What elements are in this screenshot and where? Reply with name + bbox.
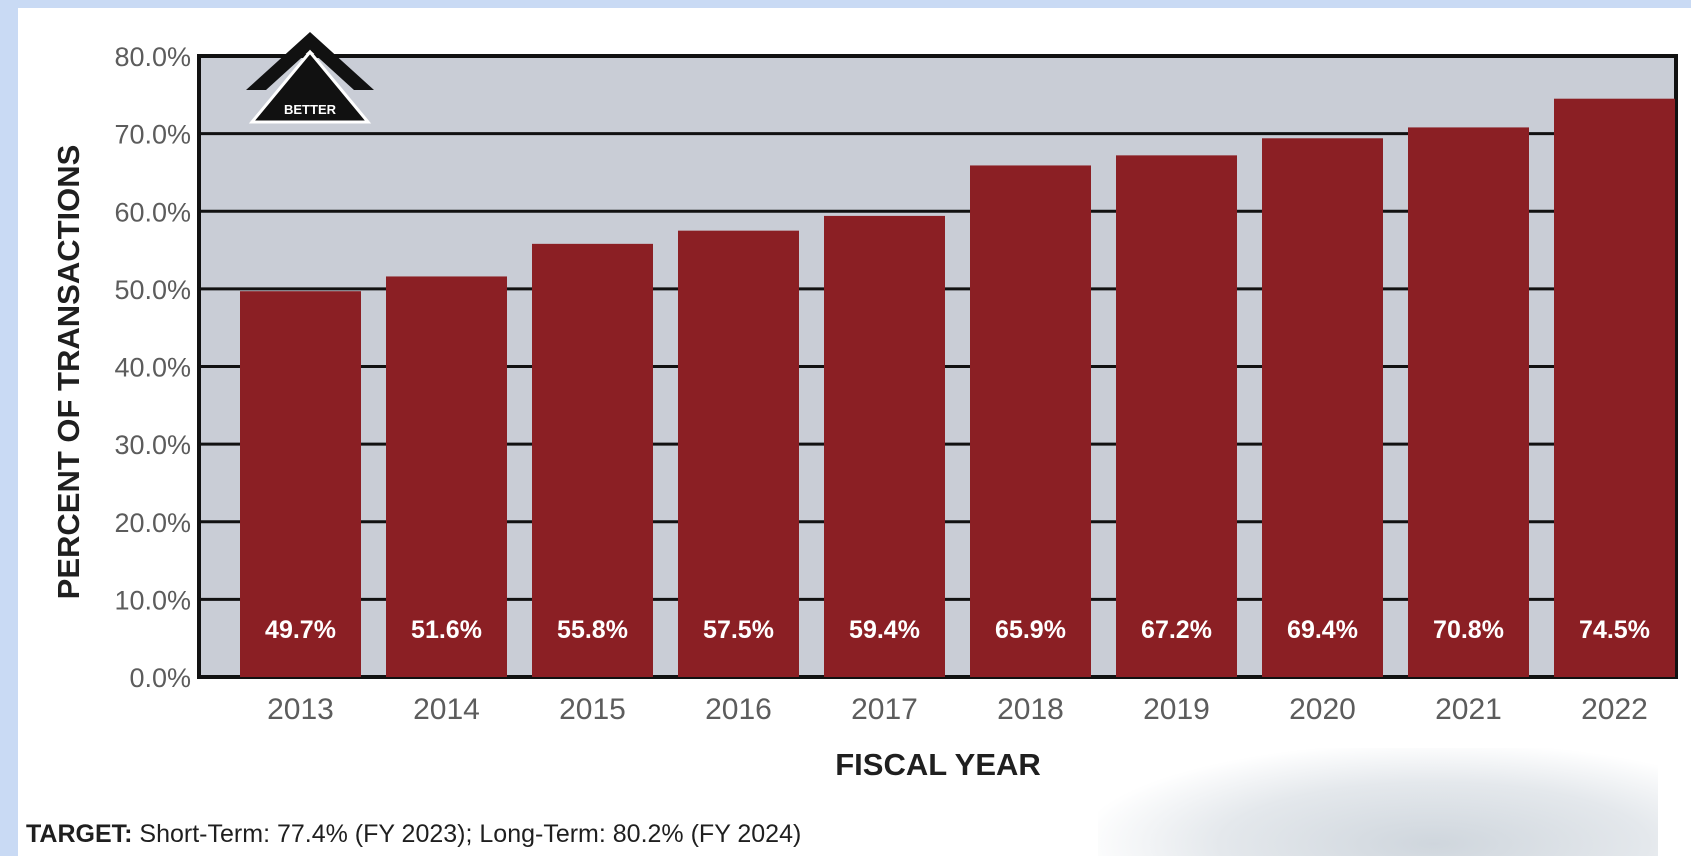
bar — [678, 230, 799, 677]
x-tick-label: 2018 — [997, 693, 1064, 726]
bar-value-label: 59.4% — [849, 616, 920, 644]
y-tick-label: 70.0% — [114, 120, 191, 150]
bar — [532, 243, 653, 678]
bar — [1116, 155, 1237, 678]
y-tick-label: 0.0% — [129, 663, 191, 693]
x-tick-label: 2013 — [267, 693, 334, 726]
bars: 49.7% 51.6% 55.8% 57.5% 59.4% 65.9% 67.2% 69.4%… — [240, 98, 1675, 678]
bar-value-label: 49.7% — [265, 616, 336, 644]
bar — [1554, 98, 1675, 678]
x-axis-title: FISCAL YEAR — [835, 747, 1041, 782]
bar-chart: 49.7% 51.6% 55.8% 57.5% 59.4% 65.9% 67.2% 69.4%… — [51, 32, 1678, 782]
y-axis-title: PERCENT OF TRANSACTIONS — [51, 145, 86, 600]
y-tick-label: 50.0% — [114, 275, 191, 305]
bar — [970, 165, 1091, 678]
bar-value-label: 74.5% — [1579, 616, 1650, 644]
x-tick-label: 2022 — [1581, 693, 1648, 726]
bar-value-label: 57.5% — [703, 616, 774, 644]
y-tick-label: 60.0% — [114, 197, 191, 227]
x-tick-label: 2019 — [1143, 693, 1210, 726]
x-tick-label: 2016 — [705, 693, 772, 726]
x-tick-label: 2014 — [413, 693, 480, 726]
y-tick-label: 10.0% — [114, 585, 191, 615]
bar — [1262, 138, 1383, 678]
bar-value-label: 69.4% — [1287, 616, 1358, 644]
target-text: Short-Term: 77.4% (FY 2023); Long-Term: … — [132, 820, 802, 848]
x-axis-ticks: 2013 2014 2015 2016 2017 2018 2019 2020 2021 2022 — [267, 693, 1648, 726]
bar-value-label: 65.9% — [995, 616, 1066, 644]
bar-value-label: 70.8% — [1433, 616, 1504, 644]
decorative-background-image — [1098, 748, 1658, 856]
better-arrow-icon: BETTER — [246, 32, 374, 124]
x-tick-label: 2015 — [559, 693, 626, 726]
y-tick-label: 20.0% — [114, 508, 191, 538]
x-tick-label: 2021 — [1435, 693, 1502, 726]
better-label: BETTER — [284, 102, 337, 117]
bar — [386, 276, 507, 677]
bar-value-label: 55.8% — [557, 616, 628, 644]
bar-value-label: 67.2% — [1141, 616, 1212, 644]
y-axis-ticks: 0.0% 10.0% 20.0% 30.0% 40.0% 50.0% 60.0% 70.0% 8… — [114, 42, 191, 693]
bar — [824, 215, 945, 677]
bar — [240, 291, 361, 677]
y-tick-label: 80.0% — [114, 42, 191, 72]
target-label: TARGET: — [26, 820, 133, 848]
bar — [1408, 127, 1529, 678]
y-tick-label: 30.0% — [114, 430, 191, 460]
y-tick-label: 40.0% — [114, 353, 191, 383]
target-note: TARGET: Short-Term: 77.4% (FY 2023); Lon… — [26, 820, 801, 849]
bar-value-label: 51.6% — [411, 616, 482, 644]
x-tick-label: 2020 — [1289, 693, 1356, 726]
x-tick-label: 2017 — [851, 693, 918, 726]
page: 49.7% 51.6% 55.8% 57.5% 59.4% 65.9% 67.2% 69.4%… — [18, 8, 1691, 856]
